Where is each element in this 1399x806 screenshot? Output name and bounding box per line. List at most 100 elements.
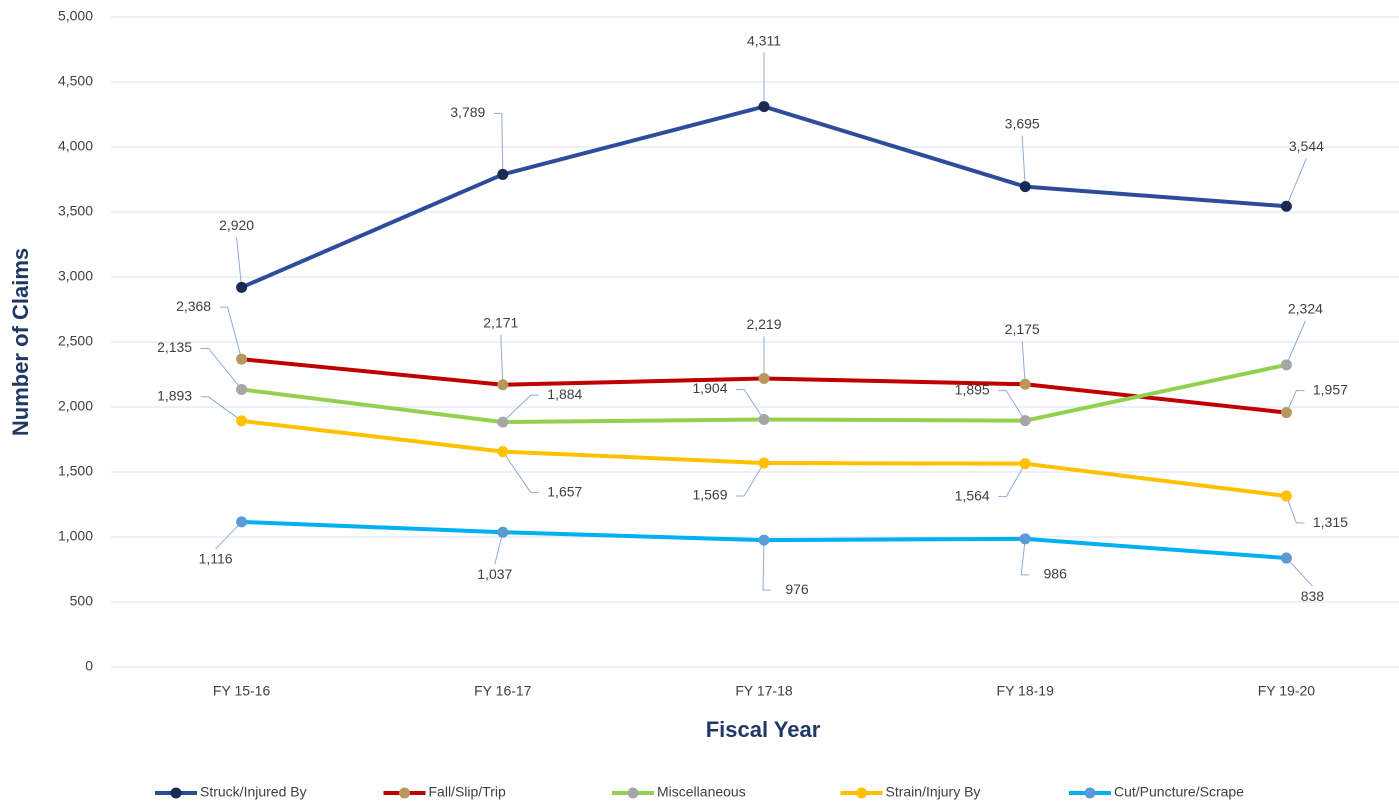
leader-line: [1020, 538, 1030, 576]
leader-line: [1021, 341, 1026, 385]
legend-marker: [1084, 787, 1096, 799]
data-label: 2,135: [157, 339, 192, 355]
leader-line: [219, 306, 243, 360]
data-label: 1,564: [955, 487, 990, 503]
leader-line: [762, 540, 771, 591]
data-point: [1280, 552, 1292, 564]
data-point: [236, 415, 248, 427]
data-point: [497, 379, 509, 391]
leader-line: [1286, 557, 1313, 587]
leader-line: [200, 347, 242, 390]
data-label: 2,171: [483, 314, 518, 330]
data-point: [758, 534, 770, 546]
data-label: 2,175: [1005, 321, 1040, 337]
leader-line: [236, 237, 243, 288]
y-tick-label: 3,000: [58, 268, 93, 284]
data-point: [1019, 415, 1031, 427]
data-point: [1019, 181, 1031, 193]
data-label: 838: [1301, 588, 1325, 604]
data-point: [758, 457, 770, 469]
legend-label: Struck/Injured By: [200, 784, 307, 800]
legend-marker: [627, 787, 639, 799]
data-point: [1280, 359, 1292, 371]
leader-line: [500, 334, 504, 385]
data-point: [497, 526, 509, 538]
y-tick-label: 2,500: [58, 333, 93, 349]
leader-line: [998, 463, 1026, 498]
data-point: [758, 101, 770, 113]
legend-label: Miscellaneous: [657, 784, 746, 800]
data-point: [497, 446, 509, 458]
y-axis-title: Number of Claims: [8, 248, 33, 436]
data-point: [236, 516, 248, 528]
x-tick-label: FY 16-17: [474, 683, 532, 699]
data-label: 2,920: [219, 217, 254, 233]
y-tick-label: 500: [70, 593, 94, 609]
data-label: 1,893: [157, 388, 192, 404]
y-tick-label: 1,500: [58, 463, 93, 479]
y-tick-label: 1,000: [58, 528, 93, 544]
data-point: [1280, 490, 1292, 502]
data-point: [1019, 378, 1031, 390]
leader-line: [1285, 320, 1306, 366]
data-point: [1280, 407, 1292, 419]
data-label: 2,324: [1288, 301, 1323, 317]
data-label: 1,037: [477, 566, 512, 582]
leader-line: [1285, 158, 1307, 207]
data-label: 1,116: [199, 551, 233, 567]
x-tick-label: FY 18-19: [997, 683, 1055, 699]
data-label: 1,884: [547, 386, 582, 402]
leader-line: [1285, 390, 1305, 413]
data-label: 3,544: [1289, 138, 1324, 154]
leader-line: [502, 394, 539, 423]
x-tick-label: FY 15-16: [213, 683, 271, 699]
y-tick-label: 0: [85, 658, 93, 674]
leader-line: [1021, 135, 1026, 187]
data-point: [236, 353, 248, 365]
data-point: [758, 373, 770, 385]
leader-line: [736, 388, 765, 420]
data-point: [1019, 458, 1031, 470]
data-point: [1280, 200, 1292, 212]
y-tick-label: 3,500: [58, 203, 93, 219]
leader-line: [215, 521, 242, 550]
legend-label: Strain/Injury By: [886, 784, 981, 800]
legend-marker: [856, 787, 867, 799]
leader-line: [493, 112, 504, 175]
data-label: 1,315: [1313, 514, 1348, 530]
data-label: 1,957: [1313, 381, 1348, 397]
series-line: [240, 104, 1287, 290]
data-point: [236, 383, 248, 395]
x-axis-title: Fiscal Year: [706, 717, 821, 742]
data-label: 1,569: [692, 487, 727, 503]
data-point: [497, 168, 509, 180]
data-label: 4,311: [747, 32, 781, 48]
legend-marker: [399, 787, 410, 799]
data-point: [497, 416, 509, 428]
data-point: [758, 413, 770, 425]
leader-line: [998, 390, 1026, 421]
leader-line: [1285, 495, 1305, 524]
x-tick-label: FY 17-18: [735, 683, 793, 699]
x-tick-label: FY 19-20: [1258, 683, 1316, 699]
legend-label: Cut/Puncture/Scrape: [1114, 784, 1244, 800]
data-point: [1019, 533, 1031, 545]
y-tick-label: 2,000: [58, 398, 93, 414]
data-label: 1,904: [692, 380, 727, 396]
leader-line: [200, 396, 242, 422]
data-point: [236, 281, 248, 293]
data-label: 3,695: [1005, 115, 1040, 131]
data-label: 986: [1044, 566, 1068, 582]
y-tick-label: 4,000: [58, 138, 93, 154]
y-tick-label: 5,000: [58, 8, 93, 24]
data-label: 976: [785, 581, 809, 597]
data-label: 2,368: [176, 298, 211, 314]
leader-line: [736, 462, 765, 497]
legend-label: Fall/Slip/Trip: [429, 784, 506, 800]
data-label: 3,789: [450, 104, 485, 120]
y-tick-label: 4,500: [58, 73, 93, 89]
data-label: 2,219: [746, 316, 781, 332]
leader-line: [502, 451, 539, 494]
legend-marker: [170, 787, 182, 799]
